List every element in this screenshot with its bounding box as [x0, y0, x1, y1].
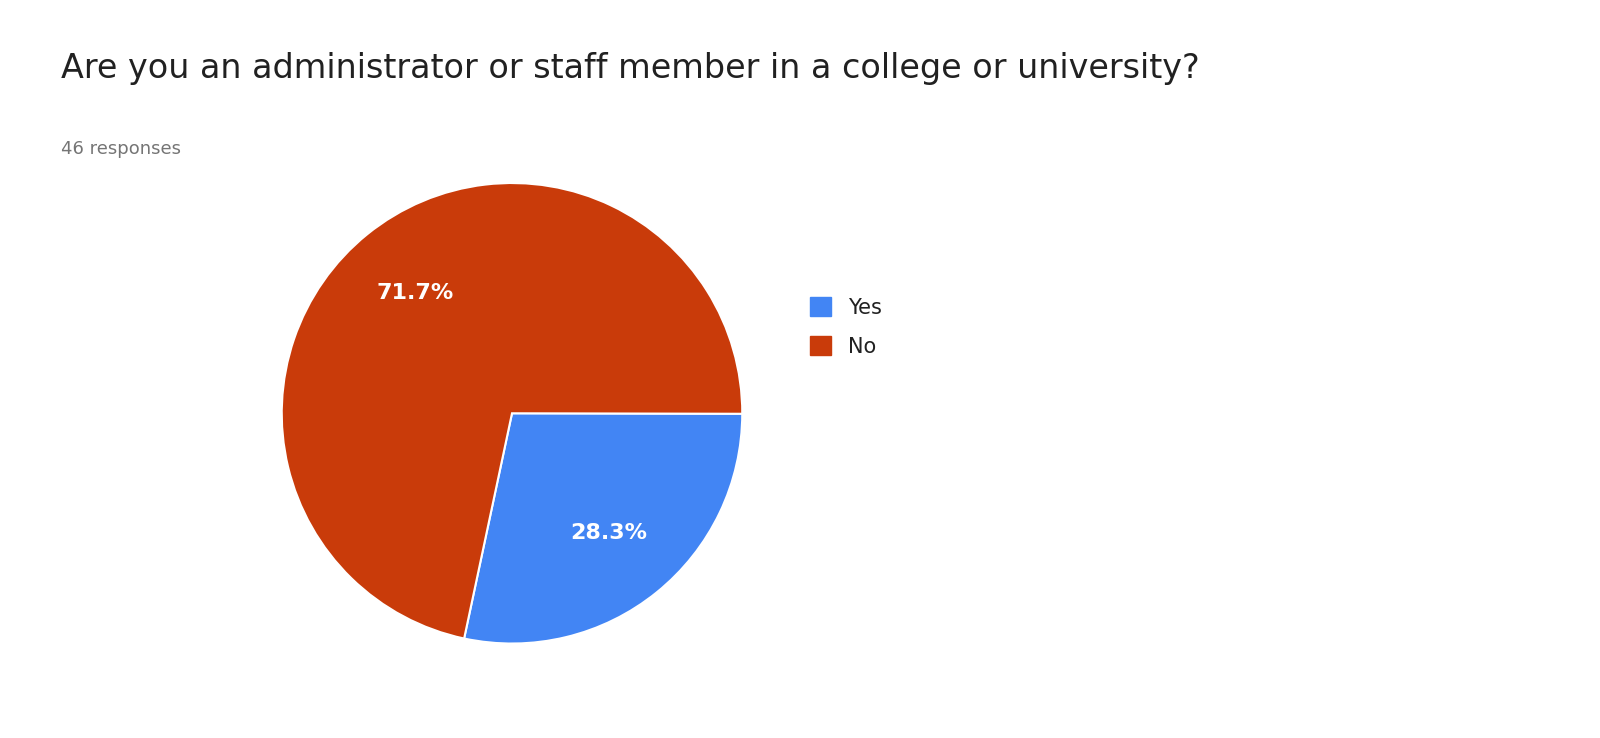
Wedge shape [282, 183, 742, 638]
Legend: Yes, No: Yes, No [810, 297, 882, 356]
Text: 28.3%: 28.3% [571, 523, 648, 543]
Text: 46 responses: 46 responses [61, 140, 181, 158]
Wedge shape [464, 413, 742, 644]
Text: Are you an administrator or staff member in a college or university?: Are you an administrator or staff member… [61, 52, 1200, 85]
Text: 71.7%: 71.7% [376, 283, 454, 303]
